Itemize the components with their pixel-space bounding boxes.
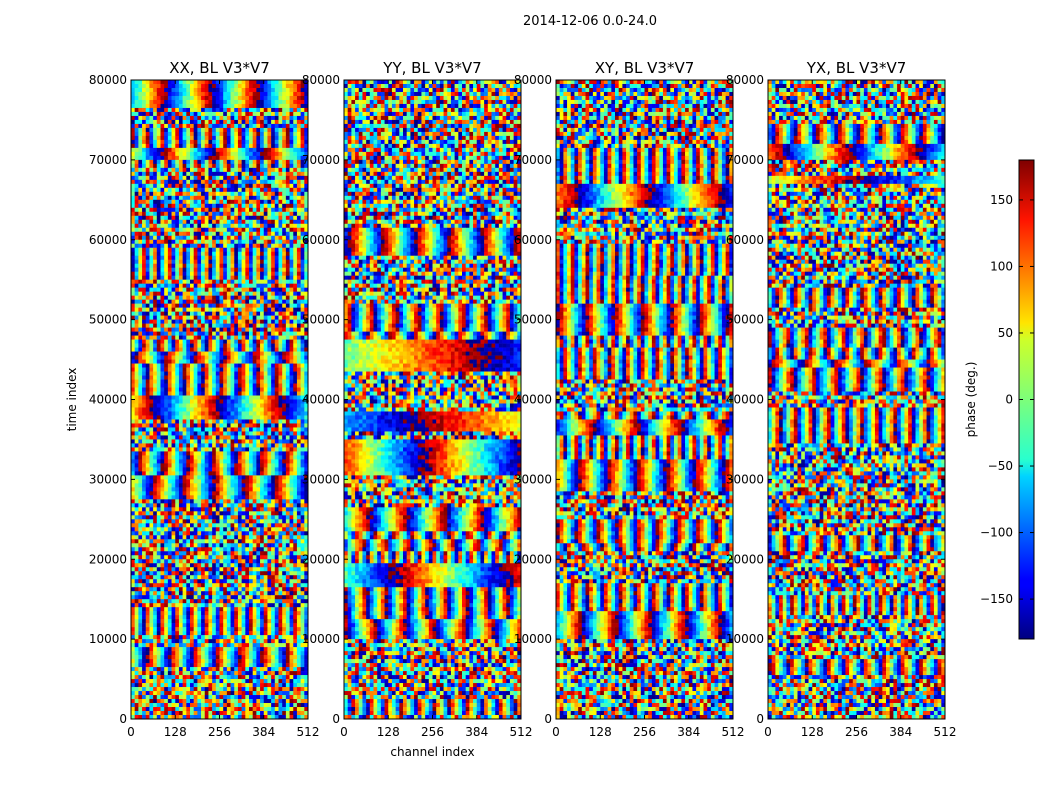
phase-image (344, 80, 522, 720)
y-tick-label: 70000 (89, 153, 127, 167)
y-tick-label: 80000 (726, 73, 764, 87)
x-tick-label: 0 (340, 725, 348, 739)
y-tick-label: 20000 (302, 552, 340, 566)
y-tick-label: 40000 (89, 393, 127, 407)
y-tick-label: 0 (332, 712, 340, 726)
panel-1: YY, BL V3*V7 0 128 256 384 512 0 10000 20000 3000… (302, 59, 533, 739)
colorbar-tick-label: 0 (1005, 393, 1013, 407)
y-tick-label: 30000 (89, 472, 127, 486)
y-tick-label: 0 (756, 712, 764, 726)
y-tick-label: 20000 (89, 552, 127, 566)
y-tick-label: 10000 (89, 632, 127, 646)
y-tick-label: 60000 (726, 233, 764, 247)
y-tick-label: 0 (544, 712, 552, 726)
x-tick-label: 512 (934, 725, 957, 739)
y-tick-label: 80000 (89, 73, 127, 87)
y-tick-label: 30000 (302, 472, 340, 486)
x-tick-label: 512 (297, 725, 320, 739)
y-tick-label: 20000 (514, 552, 552, 566)
x-axis-label: channel index (390, 745, 474, 759)
panel-3: YX, BL V3*V7 0 128 256 384 512 0 10000 20000 3000… (726, 59, 957, 739)
x-tick-label: 384 (252, 725, 275, 739)
x-tick-label: 384 (677, 725, 700, 739)
figure-suptitle: 2014-12-06 0.0-24.0 (0, 14, 1050, 29)
x-tick-label: 128 (801, 725, 824, 739)
y-tick-label: 70000 (302, 153, 340, 167)
y-axis-label: time index (65, 368, 79, 432)
y-tick-label: 70000 (726, 153, 764, 167)
panel-title: XY, BL V3*V7 (595, 59, 695, 77)
y-tick-label: 60000 (514, 233, 552, 247)
colorbar-tick-label: −100 (980, 526, 1013, 540)
y-tick-label: 0 (119, 712, 127, 726)
x-tick-label: 512 (510, 725, 533, 739)
panel-2: XY, BL V3*V7 0 128 256 384 512 0 10000 20000 3000… (514, 59, 745, 739)
y-tick-label: 50000 (726, 313, 764, 327)
phase-image (131, 80, 309, 720)
x-tick-label: 384 (889, 725, 912, 739)
panel-title: YX, BL V3*V7 (806, 59, 907, 77)
x-tick-label: 256 (421, 725, 444, 739)
y-tick-label: 40000 (302, 393, 340, 407)
y-tick-label: 50000 (89, 313, 127, 327)
x-tick-label: 0 (552, 725, 560, 739)
y-tick-label: 20000 (726, 552, 764, 566)
y-tick-label: 40000 (514, 393, 552, 407)
y-tick-label: 30000 (726, 472, 764, 486)
y-tick-label: 10000 (514, 632, 552, 646)
panel-title: XX, BL V3*V7 (169, 59, 270, 77)
y-tick-label: 60000 (302, 233, 340, 247)
x-tick-label: 256 (208, 725, 231, 739)
x-tick-label: 256 (633, 725, 656, 739)
y-tick-label: 10000 (302, 632, 340, 646)
panel-title: YY, BL V3*V7 (382, 59, 481, 77)
y-tick-label: 30000 (514, 472, 552, 486)
y-tick-label: 60000 (89, 233, 127, 247)
colorbar-tick-label: 100 (990, 259, 1013, 273)
y-tick-label: 80000 (302, 73, 340, 87)
colorbar-label: phase (deg.) (964, 362, 978, 438)
x-tick-label: 256 (845, 725, 868, 739)
phase-image (768, 80, 946, 720)
colorbar-tick-label: 50 (998, 326, 1013, 340)
y-tick-label: 50000 (302, 313, 340, 327)
y-tick-label: 40000 (726, 393, 764, 407)
y-tick-label: 50000 (514, 313, 552, 327)
x-tick-label: 512 (722, 725, 745, 739)
x-tick-label: 384 (465, 725, 488, 739)
x-tick-label: 128 (589, 725, 612, 739)
colorbar-tick-label: −50 (988, 459, 1013, 473)
phase-image (556, 80, 734, 720)
y-tick-label: 10000 (726, 632, 764, 646)
colorbar-tick-label: 150 (990, 193, 1013, 207)
panel-0: XX, BL V3*V7 0 128 256 384 512 0 10000 20000 3000… (89, 59, 320, 739)
x-tick-label: 128 (164, 725, 187, 739)
colorbar-tick-label: −150 (980, 592, 1013, 606)
y-tick-label: 70000 (514, 153, 552, 167)
x-tick-label: 0 (764, 725, 772, 739)
x-tick-label: 0 (127, 725, 135, 739)
y-tick-label: 80000 (514, 73, 552, 87)
x-tick-label: 128 (377, 725, 400, 739)
